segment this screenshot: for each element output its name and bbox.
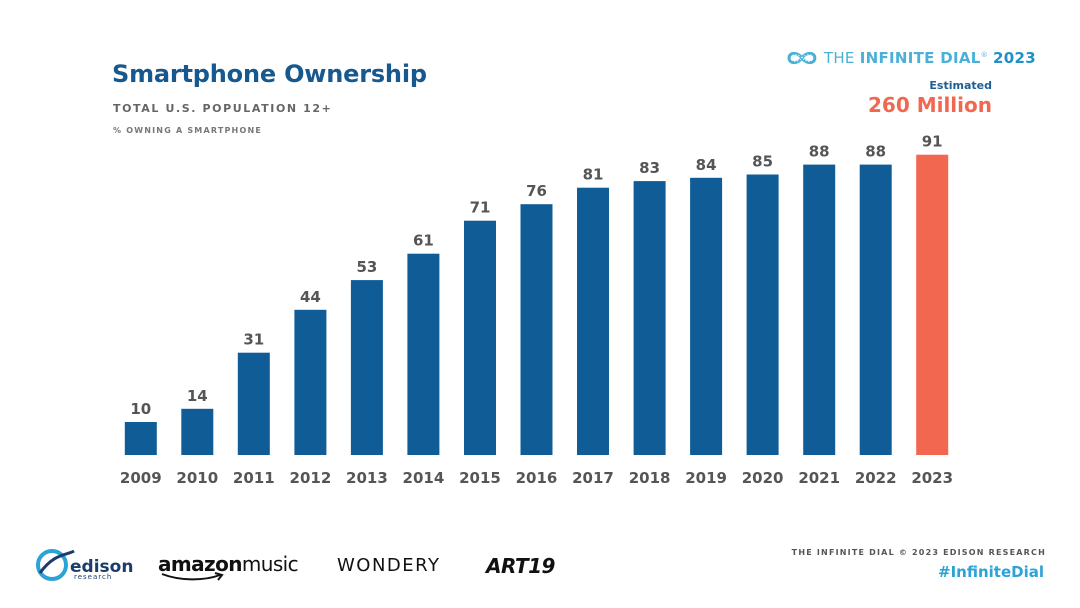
bar-2010 — [181, 408, 214, 455]
category-label-2012: 2012 — [290, 469, 332, 487]
amazon-smile-icon — [161, 572, 224, 581]
bar-2018 — [633, 181, 666, 455]
bar-2023 — [916, 154, 949, 455]
amazon-music-logo: amazonmusic — [158, 552, 299, 576]
bar-2011 — [237, 352, 270, 455]
bar-2016 — [520, 204, 553, 455]
amazon-product: music — [241, 552, 299, 576]
category-label-2021: 2021 — [798, 469, 840, 487]
category-label-2009: 2009 — [120, 469, 162, 487]
bar-2022 — [859, 164, 892, 455]
bar-2019 — [690, 177, 723, 456]
category-label-2020: 2020 — [742, 469, 784, 487]
estimate-label: Estimated — [929, 79, 992, 92]
value-label-2023: 91 — [922, 133, 943, 151]
category-label-2013: 2013 — [346, 469, 388, 487]
brand-name: INFINITE DIAL — [859, 49, 981, 67]
category-label-2019: 2019 — [685, 469, 727, 487]
bar-2013 — [350, 280, 383, 455]
value-label-2009: 10 — [130, 400, 151, 418]
page-title: Smartphone Ownership — [112, 60, 427, 88]
value-label-2014: 61 — [413, 232, 434, 250]
value-label-2012: 44 — [300, 288, 321, 306]
edison-sub: research — [74, 573, 113, 581]
edison-logo-icon — [36, 549, 75, 581]
category-label-2022: 2022 — [855, 469, 897, 487]
infinite-dial-brand: THE INFINITE DIAL® 2023 — [786, 44, 1036, 72]
brand-year: 2023 — [993, 49, 1036, 67]
bar-2012 — [294, 309, 327, 455]
brand-text: THE INFINITE DIAL® 2023 — [824, 49, 1036, 67]
brand-trademark: ® — [980, 51, 988, 59]
category-label-2014: 2014 — [403, 469, 445, 487]
category-label-2023: 2023 — [911, 469, 953, 487]
bar-2020 — [746, 174, 779, 455]
value-label-2016: 76 — [526, 182, 547, 200]
value-label-2018: 83 — [639, 159, 660, 177]
value-label-2013: 53 — [356, 258, 377, 276]
bar-2009 — [124, 422, 157, 455]
bar-2021 — [803, 164, 836, 455]
value-label-2011: 31 — [243, 331, 264, 349]
bar-2017 — [577, 187, 609, 455]
value-label-2017: 81 — [583, 166, 604, 184]
category-label-2017: 2017 — [572, 469, 614, 487]
category-label-2015: 2015 — [459, 469, 501, 487]
value-label-2022: 88 — [865, 143, 886, 161]
bar-2015 — [464, 220, 496, 455]
wondery-logo: WONDERY — [337, 555, 441, 576]
value-label-2019: 84 — [696, 156, 717, 174]
category-label-2016: 2016 — [516, 469, 558, 487]
category-label-2010: 2010 — [176, 469, 218, 487]
value-label-2021: 88 — [809, 143, 830, 161]
chart-subtitle: TOTAL U.S. POPULATION 12+ — [113, 102, 333, 115]
bar-2014 — [407, 253, 440, 455]
art19-logo: ART19 — [486, 554, 555, 578]
value-label-2020: 85 — [752, 153, 773, 171]
bar-chart: 10 2009 14 2010 31 2011 44 2012 53 2013 61 2014 71 20… — [120, 133, 953, 487]
infinity-icon — [787, 51, 817, 65]
value-label-2010: 14 — [187, 387, 208, 405]
category-label-2011: 2011 — [233, 469, 275, 487]
hashtag-link[interactable]: #InfiniteDial — [938, 563, 1044, 581]
estimate-value: 260 Million — [867, 93, 992, 117]
amazon-brand: amazon — [158, 552, 242, 576]
brand-prefix: THE — [823, 49, 860, 67]
copyright-text: THE INFINITE DIAL © 2023 EDISON RESEARCH — [791, 548, 1046, 557]
edison-name: edison — [70, 557, 134, 577]
category-label-2018: 2018 — [629, 469, 671, 487]
value-label-2015: 71 — [470, 199, 491, 217]
chart-note: % OWNING A SMARTPHONE — [113, 126, 263, 135]
